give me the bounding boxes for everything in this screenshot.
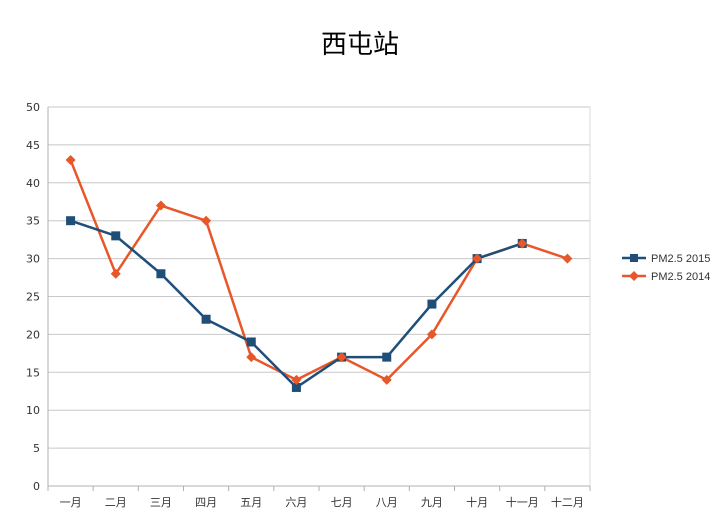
y-tick-label: 0 [33,480,40,493]
series-layer [65,155,573,392]
y-tick-label: 15 [26,366,40,379]
x-tick-label: 二月 [105,496,127,509]
grid-lines [48,106,590,487]
data-point [426,329,437,340]
data-point [517,238,528,249]
data-point [427,299,437,309]
data-point [381,374,392,385]
axes: 0 5 10 15 20 25 30 35 40 45 50 一月 二月 三月 四月 五月 六月 七月 八月 九月 十月… [26,101,591,509]
series-line [70,219,523,389]
x-tick-label: 八月 [376,496,398,509]
y-tick-label: 50 [26,101,40,114]
x-tick-label: 三月 [150,496,172,509]
data-point [155,200,166,211]
y-tick-label: 35 [26,215,40,228]
data-point [156,269,166,279]
data-point [66,216,76,226]
y-tick-label: 30 [26,253,40,266]
data-point [110,268,121,279]
data-point [562,253,573,264]
data-point [246,337,256,347]
x-tick-label: 五月 [240,496,262,509]
x-tick-label: 十一月 [506,495,539,509]
y-tick-label: 10 [26,404,40,417]
legend-marker [630,254,638,262]
x-tick-label: 十月 [466,495,488,509]
y-tick-label: 5 [33,442,40,455]
data-point [336,352,347,363]
legend-label: PM2.5 2015 [651,253,710,265]
data-point [201,314,211,324]
series-line [69,159,568,382]
data-point [65,155,76,166]
x-tick-label: 六月 [285,496,307,509]
y-tick-label: 45 [26,139,40,152]
x-tick-label: 一月 [60,496,82,509]
data-point [382,352,392,362]
data-point [291,374,302,385]
data-point [111,231,121,241]
x-tick-label: 十二月 [551,495,584,509]
legend-label: PM2.5 2014 [651,271,710,283]
x-tick-label: 九月 [421,496,443,509]
data-point [472,253,483,264]
data-point [291,382,301,392]
y-tick-label: 20 [26,328,40,341]
data-point [201,215,212,226]
data-point [246,352,257,363]
x-tick-label: 四月 [195,496,217,509]
y-tick-label: 25 [26,291,40,304]
legend-marker [629,271,639,281]
chart-title: 西屯站 [320,30,399,60]
y-tick-label: 40 [26,177,40,190]
legend: PM2.5 2015 PM2.5 2014 [622,253,710,283]
x-tick-label: 七月 [331,496,353,509]
